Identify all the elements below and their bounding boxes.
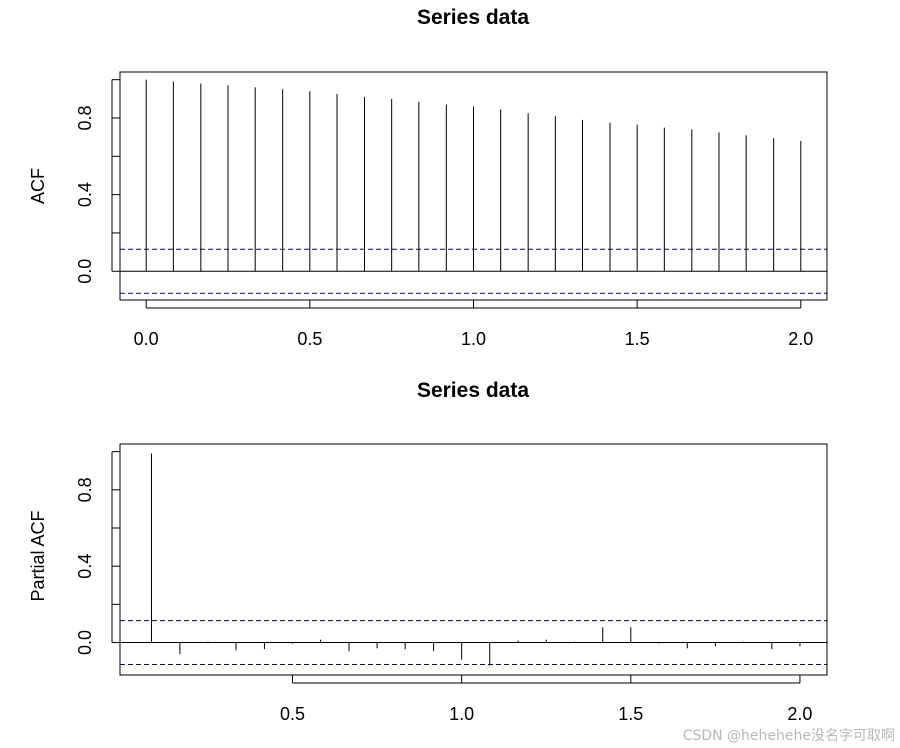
acf-y-tick-label: 0.8 [75,105,95,130]
pacf-chart-title: Series data [417,379,529,402]
acf-panel: Series data ACF 0.0 0.5 1.0 1.5 2.0 0.0 0.4 0.8 [28,6,828,349]
pacf-marks: 0.5 1.0 1.5 2.0 0.0 0.4 0.8 [75,451,827,724]
pacf-plot-frame [119,443,828,676]
acf-y-axis-label: ACF [28,168,48,204]
pacf-x-tick-label: 1.0 [449,704,474,724]
pacf-y-tick-label: 0.8 [75,477,95,502]
pacf-y-axis-label: Partial ACF [28,510,48,601]
acf-x-tick-label: 2.0 [788,329,813,349]
pacf-x-tick-label: 1.5 [618,704,643,724]
acf-marks: 0.0 0.5 1.0 1.5 2.0 0.0 0.4 0.8 [75,79,827,349]
pacf-y-tick-label: 0.0 [75,630,95,655]
acf-x-tick-label: 0.5 [297,329,322,349]
acf-x-tick-label: 1.0 [461,329,486,349]
pacf-panel: Series data Partial ACF 0.5 1.0 1.5 2.00.00… [28,379,828,724]
pacf-x-tick-label: 0.5 [280,704,305,724]
acf-y-tick-label: 0.4 [75,182,95,207]
watermark-text: CSDN @hehehehe没名字可取啊 [683,728,895,744]
acf-chart-title: Series data [417,6,529,29]
acf-x-tick-label: 0.0 [134,329,159,349]
acf-x-tick-label: 1.5 [625,329,650,349]
pacf-x-tick-label: 2.0 [787,704,812,724]
pacf-y-tick-label: 0.4 [75,554,95,579]
acf-y-tick-label: 0.0 [75,259,95,284]
